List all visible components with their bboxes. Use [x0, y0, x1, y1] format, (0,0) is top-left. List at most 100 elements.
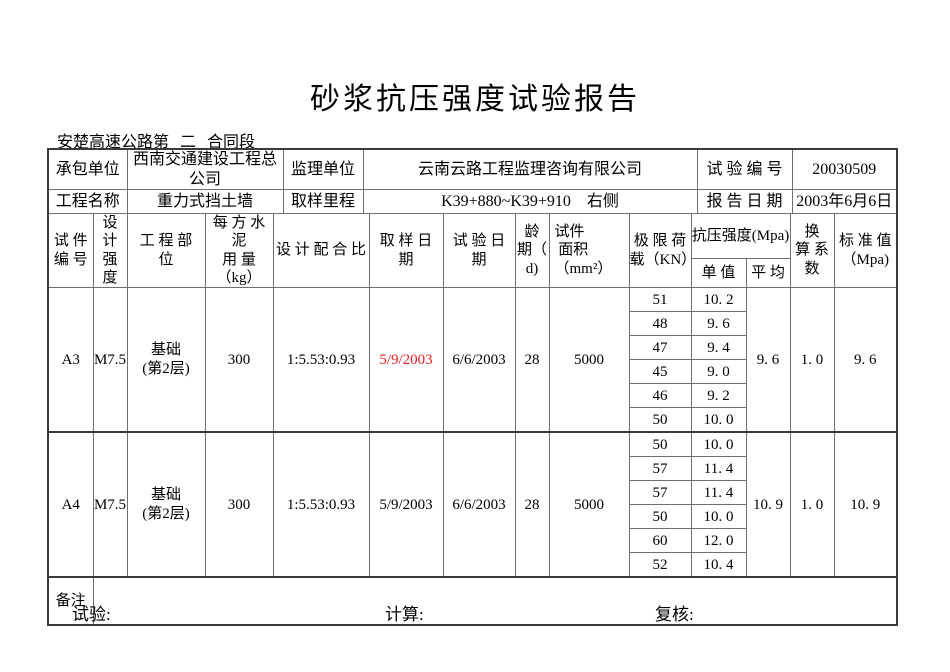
header-test-date: 试 验 日 期: [442, 214, 516, 289]
calc-signature-label: 计算:: [385, 605, 424, 624]
header-mix-ratio: 设 计 配 合 比: [272, 214, 370, 289]
header-specimen-no: 试 件 编 号: [47, 214, 94, 289]
sample-row: 45 9. 0: [48, 359, 897, 385]
info-table: 承包单位 西南交通建设工程总公司 监理单位 云南云路工程监理咨询有限公司 试 验…: [47, 148, 898, 215]
load-value: 50: [628, 407, 692, 433]
sample-row: 57 11. 4: [48, 456, 897, 482]
strength-value: 11. 4: [690, 456, 747, 482]
standard-value: 10. 9: [833, 431, 898, 578]
sample-row: 48 9. 6: [48, 311, 897, 337]
specimen-no: A4: [47, 431, 94, 578]
header-design-strength: 设 计 强 度: [92, 214, 128, 289]
load-value: 46: [628, 383, 692, 409]
mix-ratio: 1:5.53:0.93: [272, 287, 370, 433]
strength-value: 9. 0: [690, 359, 747, 385]
strength-value: 10. 0: [690, 431, 747, 458]
average-strength: 10. 9: [745, 431, 791, 578]
project-value: 重力式挡土墙: [126, 189, 284, 215]
project-label: 工程名称: [47, 189, 128, 215]
sample-row: 52 10. 4: [48, 552, 897, 578]
contractor-value: 西南交通建设工程总公司: [126, 148, 284, 191]
remark-label: 备注: [47, 576, 94, 626]
mix-ratio: 1:5.53:0.93: [272, 431, 370, 578]
contract-suffix: 合同段: [207, 134, 256, 151]
report-date-label: 报 告 日 期: [696, 189, 793, 215]
header-single-value: 单 值: [690, 257, 747, 289]
header-average: 平 均: [745, 257, 791, 289]
header-conversion-factor: 换 算 系 数: [789, 214, 835, 289]
test-signature-label: 试验:: [72, 605, 111, 624]
header-location: 工 程 部 位: [126, 214, 206, 289]
contract-number: 二: [180, 134, 197, 151]
average-strength: 9. 6: [745, 287, 791, 433]
header-row-2: 单 值 平 均: [48, 257, 897, 289]
specimen-row-a4: A4 M7.5 基础 (第2层) 300 1:5.53:0.93 5/9/200…: [47, 431, 898, 578]
header-area: 试件 面积 （mm²）: [548, 214, 630, 289]
strength-value: 12. 0: [690, 528, 747, 554]
results-table: 试 件 编 号 设 计 强 度 工 程 部 位 每 方 水 泥 用 量（kg） …: [47, 214, 898, 627]
strength-value: 9. 2: [690, 383, 747, 409]
load-value: 48: [628, 311, 692, 337]
specimen-area: 5000: [548, 287, 630, 433]
strength-value: 10. 0: [690, 504, 747, 530]
sample-row: 46 9. 2: [48, 383, 897, 409]
supervisor-value: 云南云路工程监理咨询有限公司: [362, 148, 698, 191]
load-value: 57: [628, 456, 692, 482]
location: 基础 (第2层): [126, 287, 206, 433]
header-age: 龄 期（ d): [514, 214, 550, 289]
cement-per-m3: 300: [204, 287, 274, 433]
mileage-value: K39+880~K39+910 右侧: [362, 189, 698, 215]
test-date: 6/6/2003: [442, 431, 516, 578]
sample-row: 50 10. 0: [48, 407, 897, 433]
specimen-area: 5000: [548, 431, 630, 578]
sampling-date: 5/9/2003: [368, 287, 444, 433]
load-value: 52: [628, 552, 692, 578]
test-no-value: 20030509: [791, 148, 898, 191]
page-title: 砂浆抗压强度试验报告: [310, 83, 640, 116]
header-standard-value: 标 准 值 （Mpa): [833, 214, 898, 289]
header-row-1: 试 件 编 号 设 计 强 度 工 程 部 位 每 方 水 泥 用 量（kg） …: [47, 214, 898, 289]
header-cement: 每 方 水 泥 用 量（kg）: [204, 214, 274, 289]
age-days: 28: [514, 431, 550, 578]
age-days: 28: [514, 287, 550, 433]
header-ultimate-load: 极 限 荷 载（KN）: [628, 214, 692, 289]
report-table: 承包单位 西南交通建设工程总公司 监理单位 云南云路工程监理咨询有限公司 试 验…: [47, 148, 898, 627]
load-value: 47: [628, 335, 692, 361]
sample-row: 47 9. 4: [48, 335, 897, 361]
conversion-factor: 1. 0: [789, 431, 835, 578]
review-signature-label: 复核:: [655, 605, 694, 624]
location: 基础 (第2层): [126, 431, 206, 578]
remark-row: 备注: [47, 576, 898, 626]
info-row-2: 工程名称 重力式挡土墙 取样里程 K39+880~K39+910 右侧 报 告 …: [47, 189, 898, 215]
design-strength: M7.5: [92, 287, 128, 433]
contract-section-line: 安楚高速公路第二合同段: [57, 128, 255, 152]
load-value: 50: [628, 431, 692, 458]
load-value: 57: [628, 480, 692, 506]
test-no-label: 试 验 编 号: [696, 148, 793, 191]
cement-per-m3: 300: [204, 431, 274, 578]
remark-value: [92, 576, 898, 626]
specimen-row-a3: A3 M7.5 基础 (第2层) 300 1:5.53:0.93 5/9/200…: [47, 287, 898, 433]
conversion-factor: 1. 0: [789, 287, 835, 433]
load-value: 50: [628, 504, 692, 530]
contractor-label: 承包单位: [47, 148, 128, 191]
load-value: 60: [628, 528, 692, 554]
header-compressive-strength: 抗压强度(Mpa): [690, 214, 791, 259]
sample-row: 60 12. 0: [48, 528, 897, 554]
info-row-1: 承包单位 西南交通建设工程总公司 监理单位 云南云路工程监理咨询有限公司 试 验…: [47, 148, 898, 191]
load-value: 51: [628, 287, 692, 313]
specimen-no: A3: [47, 287, 94, 433]
strength-value: 10. 4: [690, 552, 747, 578]
strength-value: 10. 0: [690, 407, 747, 433]
mileage-label: 取样里程: [282, 189, 364, 215]
header-sampling-date: 取 样 日 期: [368, 214, 444, 289]
contract-prefix: 安楚高速公路第: [57, 134, 170, 151]
strength-value: 11. 4: [690, 480, 747, 506]
strength-value: 9. 6: [690, 311, 747, 337]
design-strength: M7.5: [92, 431, 128, 578]
sampling-date: 5/9/2003: [368, 431, 444, 578]
supervisor-label: 监理单位: [282, 148, 364, 191]
report-date-value: 2003年6月6日: [791, 189, 898, 215]
load-value: 45: [628, 359, 692, 385]
standard-value: 9. 6: [833, 287, 898, 433]
